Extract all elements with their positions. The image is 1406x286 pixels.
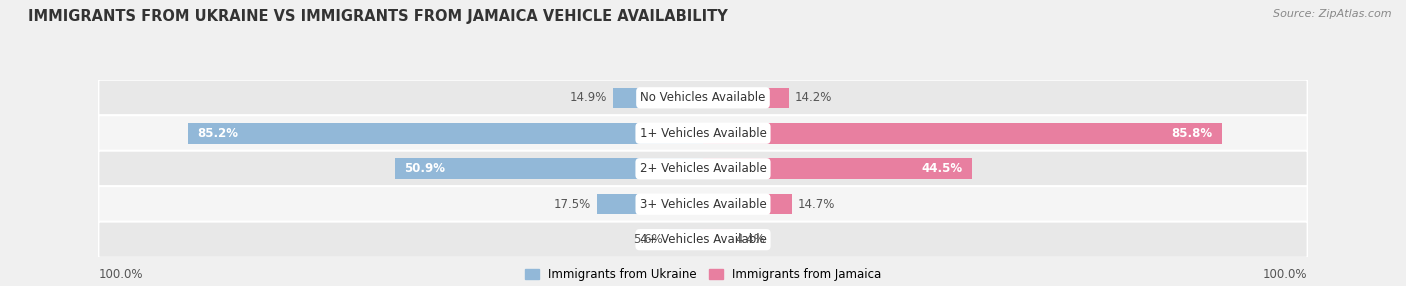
FancyBboxPatch shape <box>98 80 1308 116</box>
Bar <box>188 123 703 144</box>
Text: 14.9%: 14.9% <box>569 91 607 104</box>
Text: 4.4%: 4.4% <box>735 233 765 246</box>
Text: 100.0%: 100.0% <box>98 268 143 281</box>
Legend: Immigrants from Ukraine, Immigrants from Jamaica: Immigrants from Ukraine, Immigrants from… <box>520 264 886 286</box>
Text: 2+ Vehicles Available: 2+ Vehicles Available <box>640 162 766 175</box>
Bar <box>703 229 730 250</box>
Bar <box>669 229 703 250</box>
Text: Source: ZipAtlas.com: Source: ZipAtlas.com <box>1274 9 1392 19</box>
Text: 50.9%: 50.9% <box>405 162 446 175</box>
Bar <box>703 123 1222 144</box>
Text: 5.6%: 5.6% <box>633 233 664 246</box>
Text: 44.5%: 44.5% <box>922 162 963 175</box>
FancyBboxPatch shape <box>98 186 1308 222</box>
Text: 4+ Vehicles Available: 4+ Vehicles Available <box>640 233 766 246</box>
FancyBboxPatch shape <box>98 115 1308 151</box>
Text: No Vehicles Available: No Vehicles Available <box>640 91 766 104</box>
Text: 14.7%: 14.7% <box>799 198 835 211</box>
Text: 1+ Vehicles Available: 1+ Vehicles Available <box>640 127 766 140</box>
Bar <box>703 88 789 108</box>
Bar <box>613 88 703 108</box>
Text: 14.2%: 14.2% <box>794 91 832 104</box>
Bar <box>703 194 792 214</box>
Text: 85.8%: 85.8% <box>1171 127 1212 140</box>
Text: 85.2%: 85.2% <box>197 127 238 140</box>
Bar <box>598 194 703 214</box>
FancyBboxPatch shape <box>98 151 1308 187</box>
Text: IMMIGRANTS FROM UKRAINE VS IMMIGRANTS FROM JAMAICA VEHICLE AVAILABILITY: IMMIGRANTS FROM UKRAINE VS IMMIGRANTS FR… <box>28 9 728 23</box>
Bar <box>395 158 703 179</box>
Text: 3+ Vehicles Available: 3+ Vehicles Available <box>640 198 766 211</box>
FancyBboxPatch shape <box>98 222 1308 258</box>
Text: 100.0%: 100.0% <box>1263 268 1308 281</box>
Bar <box>703 158 972 179</box>
Text: 17.5%: 17.5% <box>554 198 591 211</box>
